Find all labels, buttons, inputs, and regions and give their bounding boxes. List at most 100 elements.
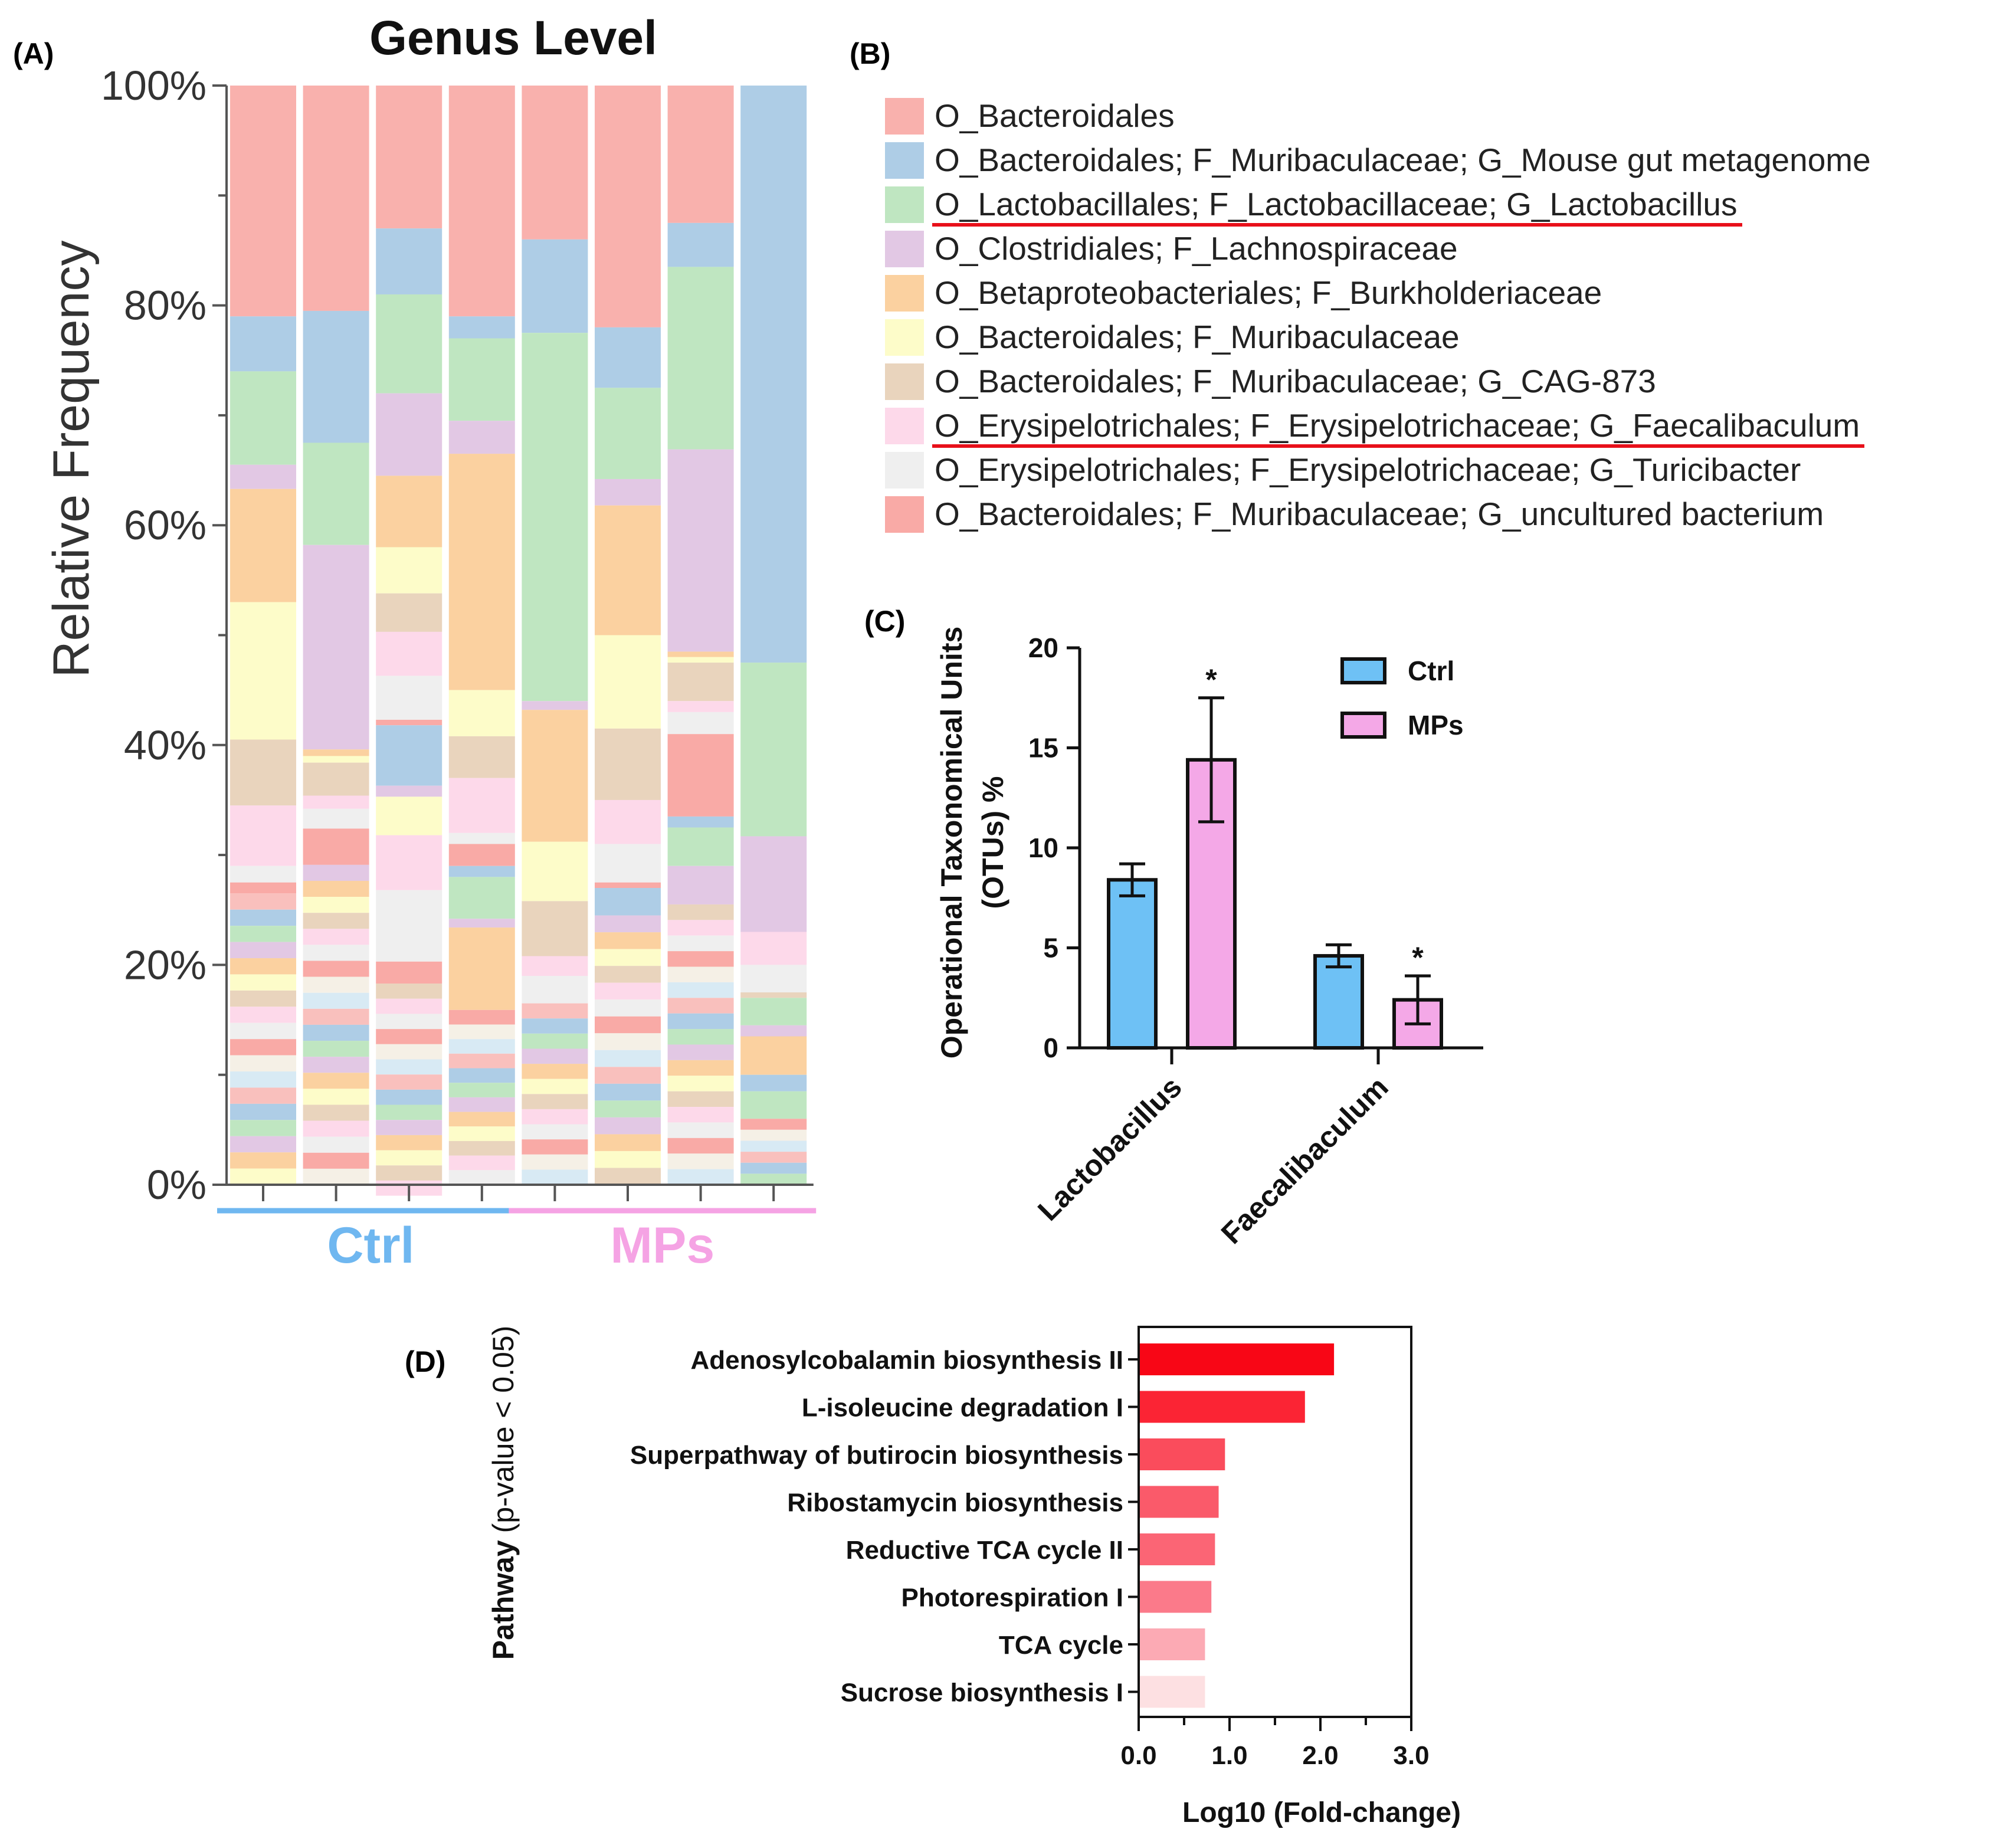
stack-segment bbox=[448, 316, 515, 339]
stack-segment bbox=[230, 489, 296, 602]
stack-segment bbox=[230, 909, 296, 926]
panel-d-hbar-chart: Pathway (p-value < 0.05) Log10 (Fold-chan… bbox=[487, 1326, 1461, 1828]
stack-segment bbox=[667, 935, 734, 952]
stack-segment bbox=[376, 1150, 442, 1166]
stack-segment bbox=[448, 1083, 515, 1097]
stack-segment bbox=[667, 966, 734, 982]
legend-swatch bbox=[885, 363, 924, 400]
stack-segment bbox=[303, 828, 369, 865]
legend-swatch bbox=[885, 496, 924, 533]
stack-segment bbox=[376, 890, 442, 962]
legend-label: O_Erysipelotrichales; F_Erysipelotrichac… bbox=[935, 407, 1860, 444]
stack-segment bbox=[740, 1152, 807, 1163]
x-tick-label: 3.0 bbox=[1393, 1741, 1429, 1770]
panel-label-a: (A) bbox=[13, 37, 54, 70]
group-label: Ctrl bbox=[327, 1217, 414, 1274]
stack-segment bbox=[740, 86, 807, 663]
stack-segment bbox=[230, 1055, 296, 1072]
stack-segment bbox=[376, 294, 442, 394]
stack-segment bbox=[230, 958, 296, 975]
stack-segment bbox=[230, 942, 296, 959]
y-tick-label: Ribostamycin biosynthesis bbox=[787, 1489, 1123, 1517]
stack-segment bbox=[667, 998, 734, 1014]
stack-segment bbox=[522, 1048, 588, 1064]
legend-underline bbox=[932, 444, 1865, 448]
stack-segment bbox=[667, 657, 734, 663]
stack-segment bbox=[522, 1079, 588, 1094]
bar bbox=[1313, 954, 1364, 1050]
stack-segment bbox=[595, 982, 661, 1000]
stack-segment bbox=[595, 1083, 661, 1101]
stack-segment bbox=[595, 844, 661, 883]
stack-segment bbox=[376, 961, 442, 984]
stack-segment bbox=[230, 86, 296, 317]
stack-segment bbox=[667, 1044, 734, 1060]
stack-segment bbox=[667, 1122, 734, 1138]
stack-segment bbox=[667, 449, 734, 652]
stack-segment bbox=[376, 1029, 442, 1044]
stack-segment bbox=[522, 956, 588, 976]
stack-segment bbox=[667, 816, 734, 828]
legend-swatch bbox=[885, 319, 924, 356]
stack-segment bbox=[595, 635, 661, 729]
stack-segment bbox=[595, 882, 661, 888]
stack-segment bbox=[667, 222, 734, 267]
stack-segment bbox=[376, 1014, 442, 1030]
stack-segment bbox=[595, 915, 661, 933]
stack-segment bbox=[376, 547, 442, 594]
stack-segment bbox=[667, 663, 734, 702]
y-tick-label: Adenosylcobalamin biosynthesis II bbox=[690, 1346, 1123, 1375]
bar bbox=[1107, 878, 1158, 1050]
stack-segment bbox=[230, 1152, 296, 1169]
stack-segment bbox=[230, 882, 296, 894]
stack-segment bbox=[303, 913, 369, 929]
y-tick-label: 60% bbox=[124, 502, 206, 548]
legend-swatch bbox=[1340, 712, 1386, 739]
stack-segment bbox=[448, 832, 515, 844]
stack-segment bbox=[522, 701, 588, 710]
y-tick-label: Sucrose biosynthesis I bbox=[841, 1679, 1123, 1707]
y-tick-label: 5 bbox=[1043, 933, 1058, 963]
stack-segment bbox=[522, 1018, 588, 1034]
stack-segment bbox=[376, 1165, 442, 1181]
stack-segment bbox=[230, 926, 296, 942]
stack-segment bbox=[303, 1008, 369, 1025]
stack-segment bbox=[303, 1120, 369, 1137]
stack-segment bbox=[230, 602, 296, 740]
stack-segment bbox=[376, 676, 442, 720]
stack-segment bbox=[595, 505, 661, 635]
legend-swatch bbox=[885, 142, 924, 179]
stack-segment bbox=[448, 86, 515, 317]
stack-segment bbox=[595, 1050, 661, 1067]
stack-segment bbox=[595, 887, 661, 916]
stack-segment bbox=[667, 1138, 734, 1154]
stack-segment bbox=[230, 866, 296, 883]
stack-segment bbox=[595, 966, 661, 983]
stack-segment bbox=[376, 228, 442, 294]
stack-segment bbox=[522, 1124, 588, 1140]
stack-segment bbox=[448, 1024, 515, 1040]
legend-item: O_Bacteroidales; F_Muribaculaceae; G_Mou… bbox=[885, 139, 2006, 183]
y-tick-label: 20% bbox=[124, 942, 206, 988]
legend-swatch bbox=[885, 186, 924, 223]
legend-item: O_Erysipelotrichales; F_Erysipelotrichac… bbox=[885, 404, 2006, 448]
legend-label: O_Betaproteobacteriales; F_Burkholderiac… bbox=[935, 274, 1602, 311]
stack-segment bbox=[303, 961, 369, 977]
legend-swatch bbox=[885, 452, 924, 489]
bar bbox=[1140, 1343, 1335, 1375]
stack-segment bbox=[667, 267, 734, 450]
stack-segment bbox=[667, 86, 734, 223]
legend-item: O_Bacteroidales bbox=[885, 94, 2006, 139]
stack-segment bbox=[448, 1126, 515, 1141]
x-tick-label: 2.0 bbox=[1302, 1741, 1338, 1770]
stack-segment bbox=[667, 866, 734, 904]
stack-segment bbox=[376, 1059, 442, 1075]
stack-segment bbox=[303, 929, 369, 945]
stack-segment bbox=[448, 421, 515, 454]
stack-segment bbox=[448, 844, 515, 866]
stack-segment bbox=[230, 316, 296, 372]
panel-c-bar-chart: Operational Taxonomical Units (OTUs) % 0… bbox=[935, 627, 1483, 1250]
stack-segment bbox=[740, 1036, 807, 1075]
stack-segment bbox=[230, 1022, 296, 1040]
legend-item: O_Bacteroidales; F_Muribaculaceae; G_unc… bbox=[885, 493, 2006, 537]
